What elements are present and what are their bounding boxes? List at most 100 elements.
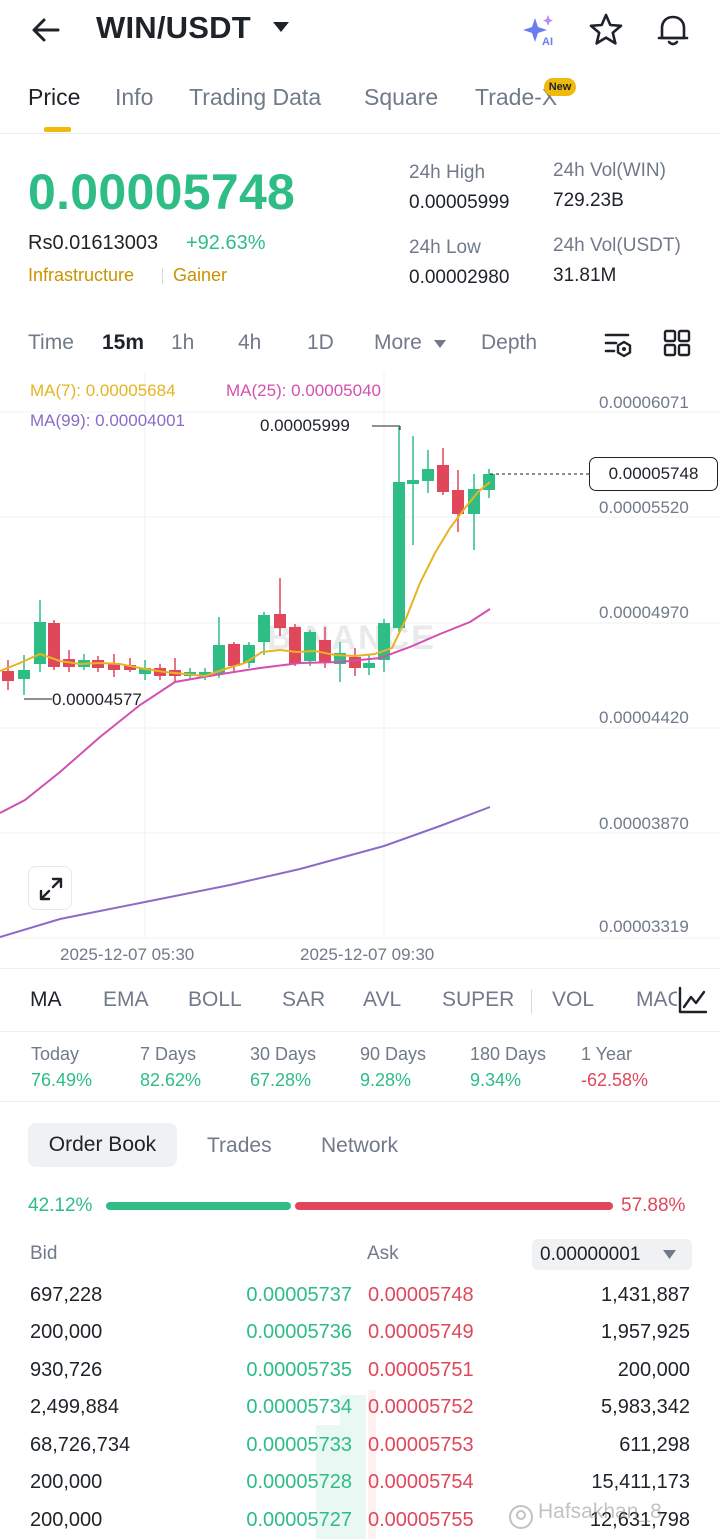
perf-value-180d: 9.34% (470, 1070, 522, 1090)
tag-gainer[interactable]: Gainer (173, 265, 228, 285)
ask-quantity: 15,411,173 (591, 1471, 690, 1493)
user-watermark: Hafsakhan_8 (538, 1500, 662, 1524)
orderbook-row[interactable]: 930,726 0.00005735 0.00005751 200,000 (0, 1352, 720, 1389)
ma7-legend: MA(7): 0.00005684 (30, 381, 176, 400)
bid-quantity: 68,726,734 (30, 1434, 131, 1456)
indicator-ema[interactable]: EMA (103, 988, 149, 1011)
bid-quantity: 200,000 (30, 1509, 103, 1531)
candle (452, 470, 464, 532)
ai-sparkle-icon[interactable]: AI (520, 12, 558, 48)
bid-price: 0.00005737 (246, 1284, 352, 1306)
ask-price: 0.00005754 (368, 1471, 474, 1493)
interval-time[interactable]: Time (28, 331, 74, 354)
indicator-ma[interactable]: MA (30, 988, 62, 1011)
perf-value-today: 76.49% (31, 1070, 93, 1090)
ask-price: 0.00005755 (368, 1509, 474, 1531)
ask-quantity: 200,000 (617, 1359, 690, 1381)
ask-depth-bar (368, 1390, 376, 1539)
candle (213, 617, 225, 678)
orderbook-row[interactable]: 200,000 0.00005728 0.00005754 15,411,173 (0, 1464, 720, 1501)
precision-select[interactable]: 0.00000001 (532, 1239, 692, 1270)
ask-price: 0.00005748 (368, 1284, 474, 1306)
bid-price: 0.00005727 (246, 1509, 352, 1531)
indicator-separator (531, 990, 532, 1014)
fullscreen-button[interactable] (28, 866, 72, 910)
tab-order-book[interactable]: Order Book (28, 1123, 177, 1167)
low-annotation: 0.00004577 (52, 690, 142, 709)
orderbook-row[interactable]: 2,499,884 0.00005734 0.00005752 5,983,34… (0, 1389, 720, 1426)
layout-grid-icon[interactable] (663, 329, 691, 357)
bid-quantity: 2,499,884 (30, 1396, 119, 1418)
indicator-sar[interactable]: SAR (282, 988, 326, 1011)
candle (48, 620, 60, 670)
grid-lines (0, 372, 720, 939)
chart-divider (0, 968, 720, 969)
vol-base-label: 24h Vol(WIN) (553, 160, 666, 181)
favorite-star-icon[interactable] (587, 11, 625, 49)
ma99-legend: MA(99): 0.00004001 (30, 411, 185, 430)
interval-4h[interactable]: 4h (238, 331, 262, 354)
ask-price: 0.00005753 (368, 1434, 474, 1456)
interval-1h[interactable]: 1h (171, 331, 195, 354)
tab-price[interactable]: Price (28, 84, 81, 110)
perf-label-90d: 90 Days (360, 1044, 427, 1064)
more-dropdown-icon[interactable] (433, 339, 447, 349)
indicator-super[interactable]: SUPER (442, 988, 515, 1011)
indicator-boll[interactable]: BOLL (188, 988, 242, 1011)
active-tab-indicator (44, 127, 71, 132)
perf-label-7d: 7 Days (140, 1044, 197, 1064)
pair-dropdown-icon[interactable] (272, 20, 290, 34)
price-tick: 0.00003870 (599, 814, 689, 833)
ask-quantity: 12,631,798 (589, 1509, 690, 1531)
tag-separator (162, 268, 163, 284)
interval-15m[interactable]: 15m (102, 331, 145, 354)
interval-1d[interactable]: 1D (307, 331, 334, 354)
back-arrow-icon[interactable] (28, 12, 64, 48)
new-badge: New (544, 78, 576, 96)
candlestick-chart[interactable]: BINANCE (0, 372, 720, 968)
ask-quantity: 611,298 (619, 1434, 690, 1456)
orderbook-row[interactable]: 200,000 0.00005727 0.00005755 12,631,798 (0, 1502, 720, 1539)
candle (319, 627, 331, 668)
indicator-vol[interactable]: VOL (552, 988, 595, 1011)
candle (34, 600, 46, 672)
candle (274, 578, 286, 636)
ask-ratio-bar (295, 1202, 613, 1210)
ask-price: 0.00005749 (368, 1321, 474, 1343)
notification-bell-icon[interactable] (654, 11, 692, 49)
tab-network[interactable]: Network (321, 1134, 399, 1157)
indicator-divider (0, 1031, 720, 1032)
tab-trades[interactable]: Trades (207, 1134, 272, 1157)
tab-square[interactable]: Square (364, 84, 439, 110)
ask-ratio: 57.88% (621, 1195, 686, 1216)
interval-depth[interactable]: Depth (481, 331, 538, 354)
precision-value: 0.00000001 (540, 1244, 641, 1265)
tab-trade-x[interactable]: Trade-X (475, 84, 558, 110)
bid-price: 0.00005728 (246, 1471, 352, 1493)
pair-title[interactable]: WIN/USDT (96, 10, 251, 45)
bid-price: 0.00005735 (246, 1359, 352, 1381)
chart-settings-icon[interactable] (677, 985, 709, 1015)
top-bar: WIN/USDT AI (0, 0, 720, 60)
tab-info[interactable]: Info (115, 84, 154, 110)
indicator-avl[interactable]: AVL (363, 988, 402, 1011)
indicator-settings-icon[interactable] (604, 330, 634, 358)
bid-column-header: Bid (30, 1243, 58, 1264)
last-price: 0.00005748 (28, 164, 296, 220)
bid-price: 0.00005736 (246, 1321, 352, 1343)
price-change-percent: +92.63% (186, 232, 266, 254)
interval-more[interactable]: More (374, 331, 422, 354)
tag-infrastructure[interactable]: Infrastructure (28, 265, 135, 285)
candle (258, 612, 270, 655)
current-price-label: 0.00005748 (589, 457, 718, 491)
orderbook-row[interactable]: 68,726,734 0.00005733 0.00005753 611,298 (0, 1427, 720, 1464)
bid-ratio-bar (106, 1202, 291, 1210)
candle (108, 654, 120, 677)
chevron-down-icon (663, 1250, 676, 1259)
candle (169, 658, 181, 682)
tab-trading-data[interactable]: Trading Data (189, 84, 322, 110)
orderbook-row[interactable]: 200,000 0.00005736 0.00005749 1,957,925 (0, 1314, 720, 1351)
price-tick: 0.00006071 (599, 393, 689, 412)
expand-icon (39, 877, 63, 901)
orderbook-row[interactable]: 697,228 0.00005737 0.00005748 1,431,887 (0, 1277, 720, 1314)
